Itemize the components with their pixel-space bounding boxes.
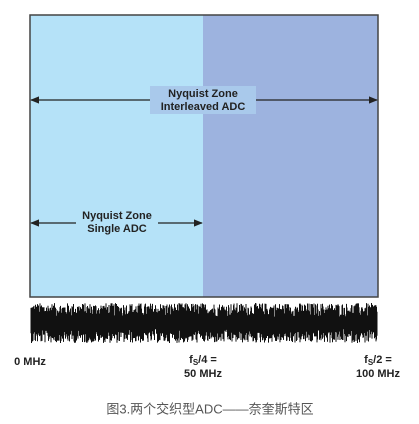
- interleaved-zone-region: [203, 15, 378, 297]
- freq-label: fS/2 =: [364, 354, 392, 367]
- zone-title: Nyquist Zone: [82, 210, 152, 222]
- f: f: [364, 354, 368, 366]
- sub: S: [193, 358, 199, 367]
- caption: 图3.两个交织型ADC——奈奎斯特区: [106, 401, 313, 416]
- zone-subtitle: Single ADC: [87, 223, 147, 235]
- freq-value: 50 MHz: [184, 368, 222, 380]
- rest: /2 =: [373, 354, 392, 366]
- rest: /4 =: [198, 354, 217, 366]
- zone-title: Nyquist Zone: [168, 88, 238, 100]
- freq-value: 100 MHz: [356, 368, 401, 380]
- label-bg: [150, 86, 256, 114]
- frame: [29, 14, 379, 298]
- f: f: [189, 354, 193, 366]
- noise-band: [30, 303, 378, 343]
- label-bg: [76, 209, 158, 237]
- zone-subtitle: Interleaved ADC: [161, 101, 246, 113]
- freq-label: 0 MHz: [14, 356, 46, 368]
- single-zone-region: [30, 15, 203, 297]
- sub: S: [368, 358, 374, 367]
- freq-label: fS/4 =: [189, 354, 217, 367]
